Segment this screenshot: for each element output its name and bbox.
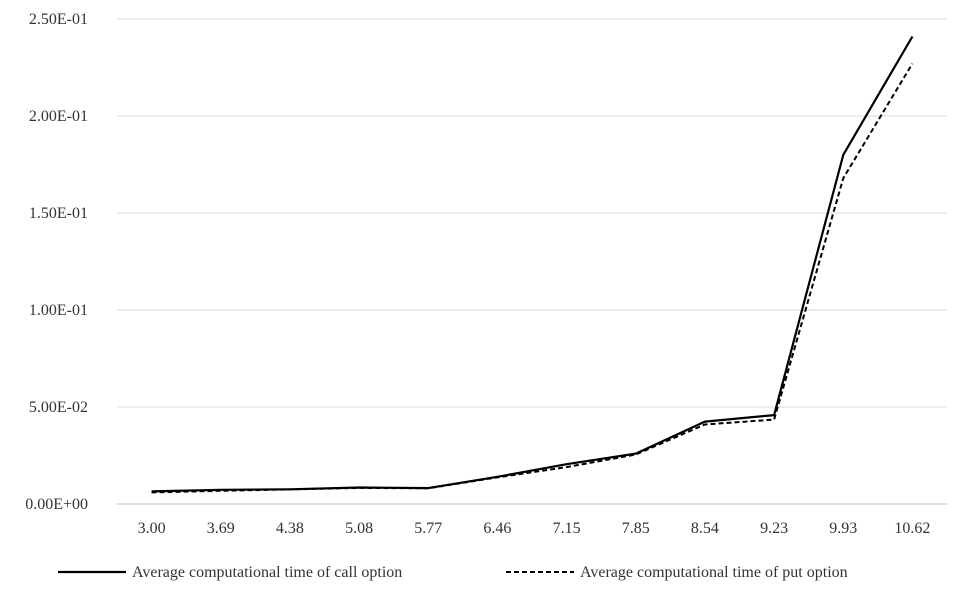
y-tick-label: 0.00E+00 <box>25 496 88 513</box>
x-tick-label: 7.85 <box>622 520 650 537</box>
series-lines <box>151 35 914 494</box>
x-tick-label: 4.38 <box>276 520 304 537</box>
x-tick-label: 3.00 <box>138 520 166 537</box>
y-tick-label: 1.00E-01 <box>29 302 88 319</box>
x-tick-label: 9.93 <box>829 520 857 537</box>
legend-label-put: Average computational time of put option <box>580 564 848 581</box>
x-tick-label: 7.15 <box>553 520 581 537</box>
x-tick-label: 9.23 <box>760 520 788 537</box>
x-tick-label: 8.54 <box>691 520 719 537</box>
y-tick-label: 1.50E-01 <box>29 205 88 222</box>
x-tick-label: 10.62 <box>894 520 930 537</box>
y-tick-label: 5.00E-02 <box>29 399 88 416</box>
x-tick-label: 5.77 <box>414 520 442 537</box>
x-axis-tick-labels: 3.00 3.69 4.38 5.08 5.77 6.46 7.15 7.85 8.54 9.23… <box>138 520 931 537</box>
y-axis-tick-labels: 0.00E+00 5.00E-02 1.00E-01 1.50E-01 2.00E-01… <box>25 11 88 513</box>
y-tick-label: 2.50E-01 <box>29 11 88 28</box>
y-tick-label: 2.00E-01 <box>29 108 88 125</box>
call-option-series-line <box>151 35 914 493</box>
put-option-series-line <box>151 63 914 494</box>
x-tick-label: 6.46 <box>483 520 511 537</box>
x-tick-label: 5.08 <box>345 520 373 537</box>
x-tick-label: 3.69 <box>207 520 235 537</box>
gridlines <box>117 18 947 408</box>
legend: Average computational time of call optio… <box>58 564 848 581</box>
legend-label-call: Average computational time of call optio… <box>132 564 402 581</box>
